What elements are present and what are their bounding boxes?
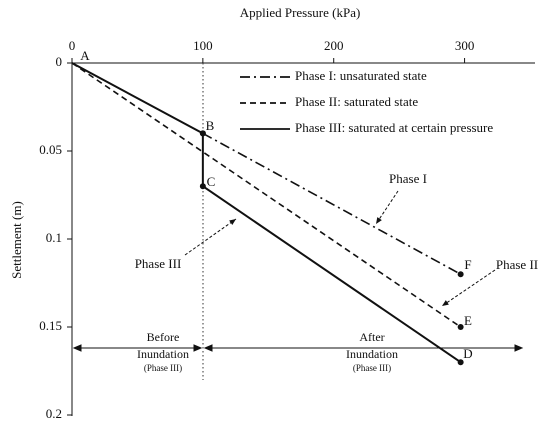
legend-label: Phase I: unsaturated state <box>295 68 427 83</box>
y-tick-label: 0.15 <box>39 318 62 333</box>
point-label: F <box>464 257 471 272</box>
annotation: After <box>359 330 384 344</box>
annotation: (Phase III) <box>144 363 182 373</box>
point-label: B <box>206 118 215 133</box>
annotation: Inundation <box>346 347 398 361</box>
x-tick-label: 0 <box>69 38 76 53</box>
point-label: D <box>463 346 472 361</box>
annotation: Before <box>147 330 180 344</box>
x-tick-label: 300 <box>455 38 475 53</box>
arrow-head <box>376 217 382 224</box>
y-axis-label: Settlement (m) <box>9 201 24 279</box>
arrow-head <box>442 300 449 306</box>
series-line <box>71 62 462 364</box>
x-axis-label: Applied Pressure (kPa) <box>240 5 361 20</box>
point <box>457 324 464 330</box>
arrow-head <box>229 219 236 225</box>
legend-label: Phase II: saturated state <box>295 94 418 109</box>
point <box>199 183 206 190</box>
point-label: C <box>207 174 216 189</box>
annotation: Phase III <box>135 256 182 271</box>
point <box>457 359 464 366</box>
annotation: Phase II <box>496 257 538 272</box>
y-tick-label: 0.1 <box>46 230 62 245</box>
y-tick-label: 0.2 <box>46 406 62 421</box>
series-line <box>202 132 462 275</box>
annotation: Inundation <box>137 347 189 361</box>
x-tick-label: 100 <box>193 38 213 53</box>
annotation: Phase I <box>389 171 427 186</box>
y-tick-label: 0 <box>56 54 63 69</box>
y-tick-label: 0.05 <box>39 142 62 157</box>
series-line <box>71 62 462 328</box>
annotation-arrow <box>441 269 496 307</box>
annotation-arrow <box>375 190 399 225</box>
annotation: (Phase III) <box>353 363 391 373</box>
point <box>457 271 464 278</box>
point <box>199 130 206 137</box>
legend-label: Phase III: saturated at certain pressure <box>295 120 493 135</box>
point-label: A <box>80 48 90 63</box>
annotation-arrow <box>184 218 237 256</box>
x-tick-label: 200 <box>324 38 344 53</box>
point-label: E <box>464 313 472 328</box>
range-arrows <box>72 344 524 352</box>
